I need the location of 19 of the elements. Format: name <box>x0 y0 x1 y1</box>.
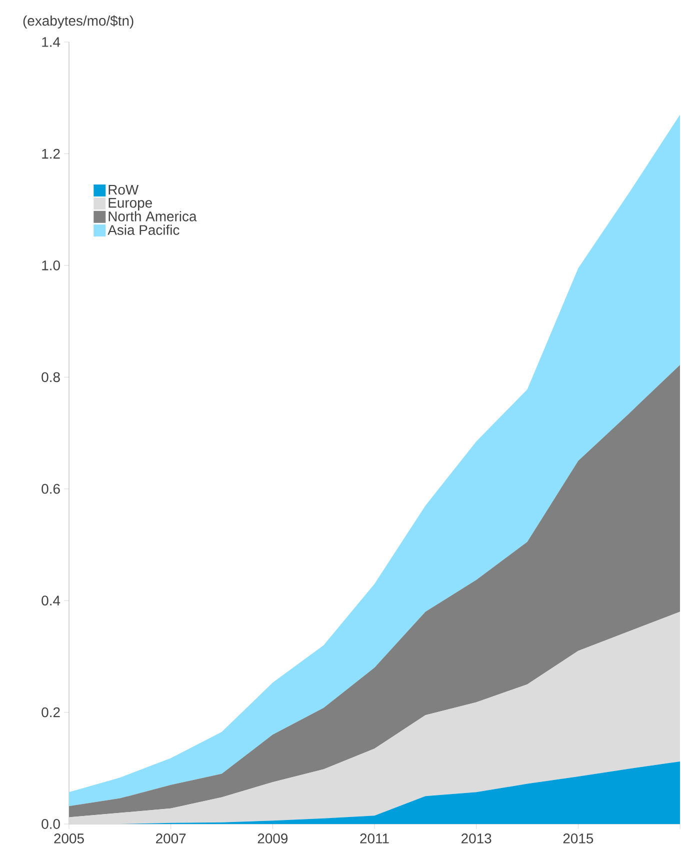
y-tick-label: 0.6 <box>42 484 60 494</box>
x-tick-label: 2011 <box>360 834 389 844</box>
y-tick-label: 0.4 <box>42 596 60 606</box>
x-tick-label: 2013 <box>462 834 492 844</box>
y-tick-label: 0.2 <box>42 707 60 718</box>
x-tick-label: 2005 <box>54 834 84 844</box>
y-tick-label: 0.0 <box>42 819 60 829</box>
y-tick-label: 1.0 <box>42 260 60 270</box>
x-tick-label: 2007 <box>156 834 186 844</box>
y-tick-label: 0.8 <box>42 372 60 382</box>
x-tick-label: 2009 <box>258 834 288 844</box>
legend-label: Asia Pacific <box>108 224 180 235</box>
y-tick-label: 1.4 <box>42 37 60 47</box>
x-tick-label: 2015 <box>563 834 594 844</box>
legend-label: Europe <box>108 198 152 210</box>
y-axis-title: (exabytes/mo/$tn) <box>23 15 134 28</box>
legend-label: North America <box>108 211 197 222</box>
legend-label: RoW <box>108 184 139 195</box>
y-tick-label: 1.2 <box>42 148 60 159</box>
